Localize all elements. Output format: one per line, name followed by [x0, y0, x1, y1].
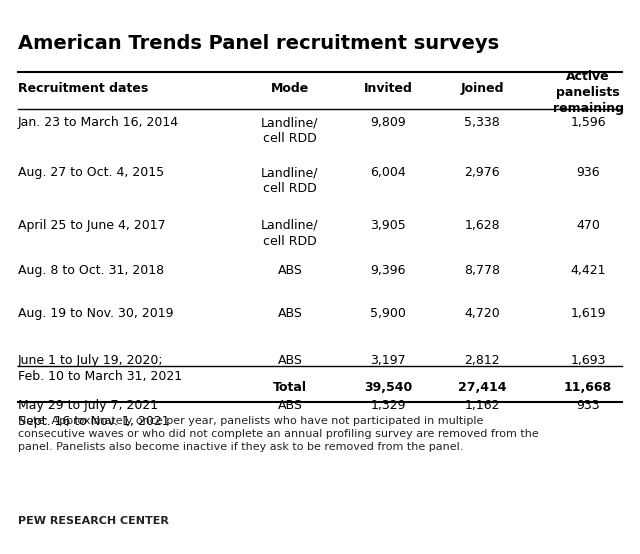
Text: 3,197: 3,197 — [370, 354, 406, 367]
Text: 1,619: 1,619 — [570, 307, 605, 320]
Text: 4,720: 4,720 — [464, 307, 500, 320]
Text: 5,338: 5,338 — [464, 116, 500, 129]
Text: 6,004: 6,004 — [370, 166, 406, 179]
Text: 27,414: 27,414 — [458, 381, 506, 394]
Text: Aug. 27 to Oct. 4, 2015: Aug. 27 to Oct. 4, 2015 — [18, 166, 164, 179]
Text: 3,905: 3,905 — [370, 219, 406, 232]
Text: 1,162: 1,162 — [464, 399, 500, 412]
Text: Aug. 19 to Nov. 30, 2019: Aug. 19 to Nov. 30, 2019 — [18, 307, 173, 320]
Text: 1,693: 1,693 — [570, 354, 605, 367]
Text: Active
panelists
remaining: Active panelists remaining — [552, 70, 623, 115]
Text: 9,396: 9,396 — [371, 264, 406, 277]
Text: ABS: ABS — [278, 264, 303, 277]
Text: 39,540: 39,540 — [364, 381, 412, 394]
Text: Landline/
cell RDD: Landline/ cell RDD — [261, 219, 319, 248]
Text: ABS: ABS — [278, 307, 303, 320]
Text: Total: Total — [273, 381, 307, 394]
Text: 1,329: 1,329 — [371, 399, 406, 412]
Text: Recruitment dates: Recruitment dates — [18, 82, 148, 95]
Text: 933: 933 — [576, 399, 600, 412]
Text: 2,812: 2,812 — [464, 354, 500, 367]
Text: ABS: ABS — [278, 354, 303, 367]
Text: 8,778: 8,778 — [464, 264, 500, 277]
Text: 9,809: 9,809 — [370, 116, 406, 129]
Text: Jan. 23 to March 16, 2014: Jan. 23 to March 16, 2014 — [18, 116, 179, 129]
Text: 4,421: 4,421 — [570, 264, 605, 277]
Text: 11,668: 11,668 — [564, 381, 612, 394]
Text: Note: Approximately once per year, panelists who have not participated in multip: Note: Approximately once per year, panel… — [18, 416, 539, 453]
Text: April 25 to June 4, 2017: April 25 to June 4, 2017 — [18, 219, 166, 232]
Text: 2,976: 2,976 — [464, 166, 500, 179]
Text: Aug. 8 to Oct. 31, 2018: Aug. 8 to Oct. 31, 2018 — [18, 264, 164, 277]
Text: American Trends Panel recruitment surveys: American Trends Panel recruitment survey… — [18, 34, 499, 53]
Text: 936: 936 — [576, 166, 600, 179]
Text: Landline/
cell RDD: Landline/ cell RDD — [261, 116, 319, 145]
Text: June 1 to July 19, 2020;
Feb. 10 to March 31, 2021: June 1 to July 19, 2020; Feb. 10 to Marc… — [18, 354, 182, 383]
Text: 5,900: 5,900 — [370, 307, 406, 320]
Text: ABS: ABS — [278, 399, 303, 412]
Text: PEW RESEARCH CENTER: PEW RESEARCH CENTER — [18, 516, 169, 526]
Text: Landline/
cell RDD: Landline/ cell RDD — [261, 166, 319, 195]
Text: Invited: Invited — [364, 82, 412, 95]
Text: 1,628: 1,628 — [464, 219, 500, 232]
Text: Mode: Mode — [271, 82, 309, 95]
Text: 1,596: 1,596 — [570, 116, 606, 129]
Text: May 29 to July 7, 2021
Sept. 16 to Nov. 1, 2021: May 29 to July 7, 2021 Sept. 16 to Nov. … — [18, 399, 170, 428]
Text: Joined: Joined — [460, 82, 504, 95]
Text: 470: 470 — [576, 219, 600, 232]
